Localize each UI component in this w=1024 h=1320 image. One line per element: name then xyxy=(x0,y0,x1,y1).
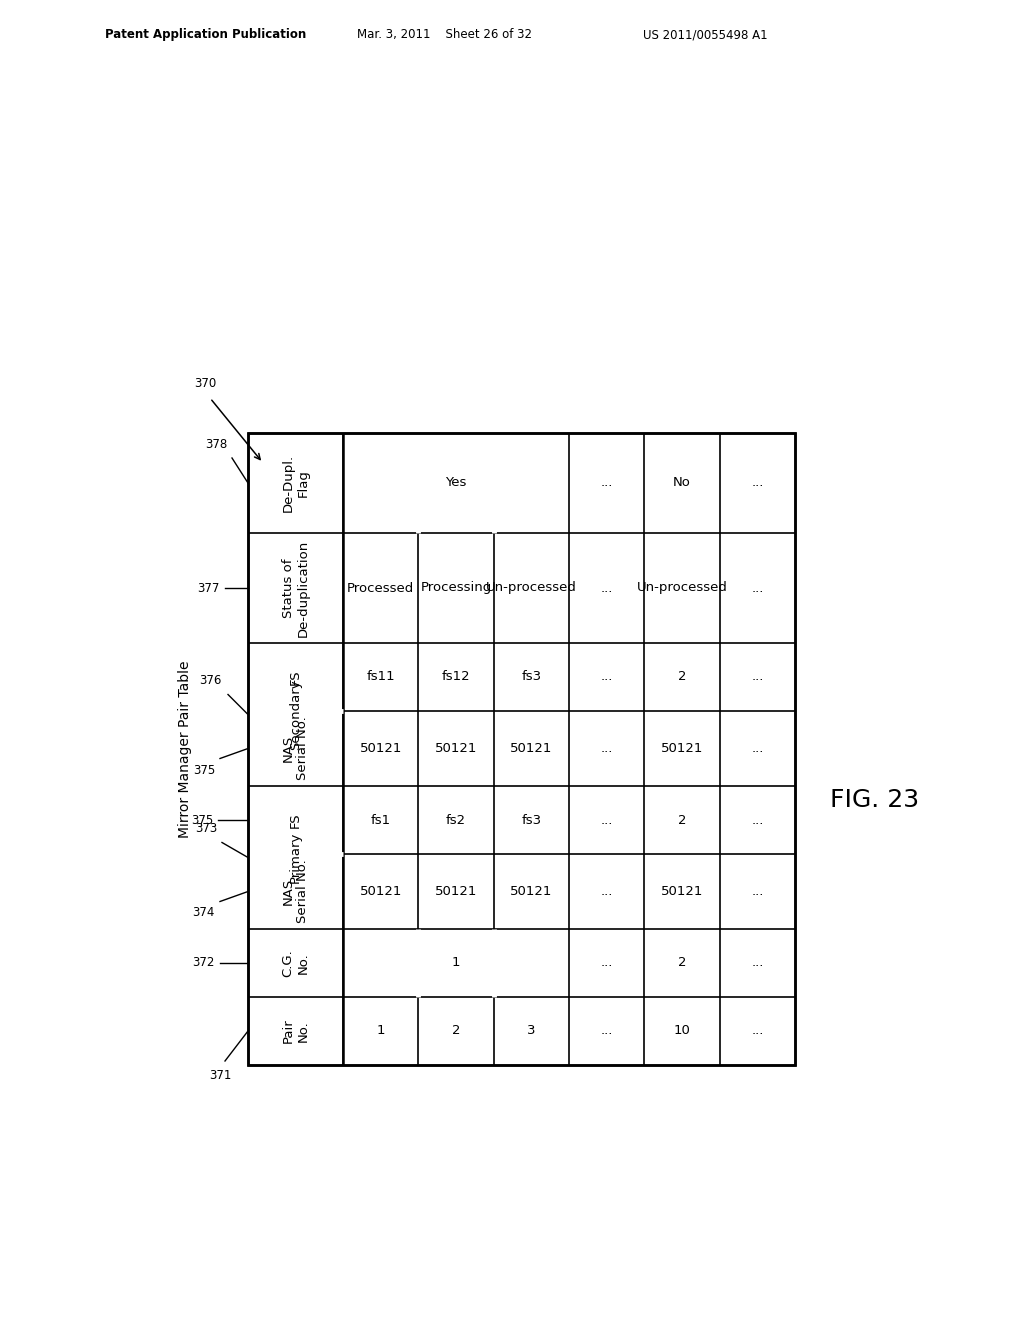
Text: ...: ... xyxy=(600,477,612,490)
Text: FIG. 23: FIG. 23 xyxy=(830,788,920,812)
Text: ...: ... xyxy=(600,1024,612,1038)
Text: 372: 372 xyxy=(193,957,215,969)
Text: 1: 1 xyxy=(377,1024,385,1038)
Text: ...: ... xyxy=(752,477,764,490)
Text: ...: ... xyxy=(752,957,764,969)
Text: ...: ... xyxy=(752,582,764,594)
Text: 373: 373 xyxy=(195,822,217,836)
Text: 375: 375 xyxy=(190,813,213,826)
Text: 10: 10 xyxy=(674,1024,690,1038)
Text: ...: ... xyxy=(752,671,764,684)
Text: 371: 371 xyxy=(209,1069,231,1082)
Text: ...: ... xyxy=(600,884,612,898)
Bar xyxy=(248,433,795,1065)
Text: US 2011/0055498 A1: US 2011/0055498 A1 xyxy=(643,28,768,41)
Text: ...: ... xyxy=(600,813,612,826)
Bar xyxy=(248,433,795,1065)
Text: No: No xyxy=(673,477,691,490)
Text: fs3: fs3 xyxy=(521,671,542,684)
Text: fs3: fs3 xyxy=(521,813,542,826)
Text: Yes: Yes xyxy=(445,477,467,490)
Text: 375: 375 xyxy=(193,763,215,776)
Text: ...: ... xyxy=(752,884,764,898)
Text: ...: ... xyxy=(600,742,612,755)
Text: C.G.
No.: C.G. No. xyxy=(282,949,309,977)
Text: 374: 374 xyxy=(193,907,215,920)
Text: fs1: fs1 xyxy=(371,813,391,826)
Text: fs2: fs2 xyxy=(445,813,466,826)
Text: 50121: 50121 xyxy=(510,884,553,898)
Text: ...: ... xyxy=(600,957,612,969)
Text: 2: 2 xyxy=(452,1024,460,1038)
Text: 50121: 50121 xyxy=(510,742,553,755)
Text: 376: 376 xyxy=(200,675,222,688)
Text: ...: ... xyxy=(752,742,764,755)
Text: 50121: 50121 xyxy=(435,742,477,755)
Text: FS: FS xyxy=(289,812,302,828)
Text: NAS
Serial No.: NAS Serial No. xyxy=(282,717,309,780)
Text: 2: 2 xyxy=(678,957,686,969)
Text: 2: 2 xyxy=(678,671,686,684)
Text: ...: ... xyxy=(752,813,764,826)
Text: fs11: fs11 xyxy=(367,671,395,684)
Text: Status of
De-duplication: Status of De-duplication xyxy=(282,540,309,636)
Text: Un-processed: Un-processed xyxy=(486,582,577,594)
Text: 50121: 50121 xyxy=(660,884,703,898)
Text: 50121: 50121 xyxy=(660,742,703,755)
Text: 3: 3 xyxy=(527,1024,536,1038)
Text: Mirror Manager Pair Table: Mirror Manager Pair Table xyxy=(178,660,193,838)
Text: Processing: Processing xyxy=(421,582,492,594)
Text: 377: 377 xyxy=(198,582,220,594)
Text: Pair
No.: Pair No. xyxy=(282,1019,309,1043)
Text: 378: 378 xyxy=(205,438,227,451)
Text: 50121: 50121 xyxy=(359,742,401,755)
Text: Mar. 3, 2011    Sheet 26 of 32: Mar. 3, 2011 Sheet 26 of 32 xyxy=(357,28,532,41)
Text: 2: 2 xyxy=(678,813,686,826)
Text: ...: ... xyxy=(600,671,612,684)
Text: 50121: 50121 xyxy=(359,884,401,898)
Text: De-Dupl.
Flag: De-Dupl. Flag xyxy=(282,454,309,512)
Text: Processed: Processed xyxy=(347,582,415,594)
Text: Un-processed: Un-processed xyxy=(637,582,727,594)
Text: fs12: fs12 xyxy=(441,671,470,684)
Text: ...: ... xyxy=(752,1024,764,1038)
Text: Secondary: Secondary xyxy=(289,680,302,750)
Text: 50121: 50121 xyxy=(435,884,477,898)
Text: ...: ... xyxy=(600,582,612,594)
Text: 370: 370 xyxy=(194,378,216,389)
Text: NAS
Serial No.: NAS Serial No. xyxy=(282,859,309,924)
Text: 1: 1 xyxy=(452,957,460,969)
Text: Primary: Primary xyxy=(289,832,302,883)
Text: Patent Application Publication: Patent Application Publication xyxy=(105,28,306,41)
Text: FS: FS xyxy=(289,669,302,685)
